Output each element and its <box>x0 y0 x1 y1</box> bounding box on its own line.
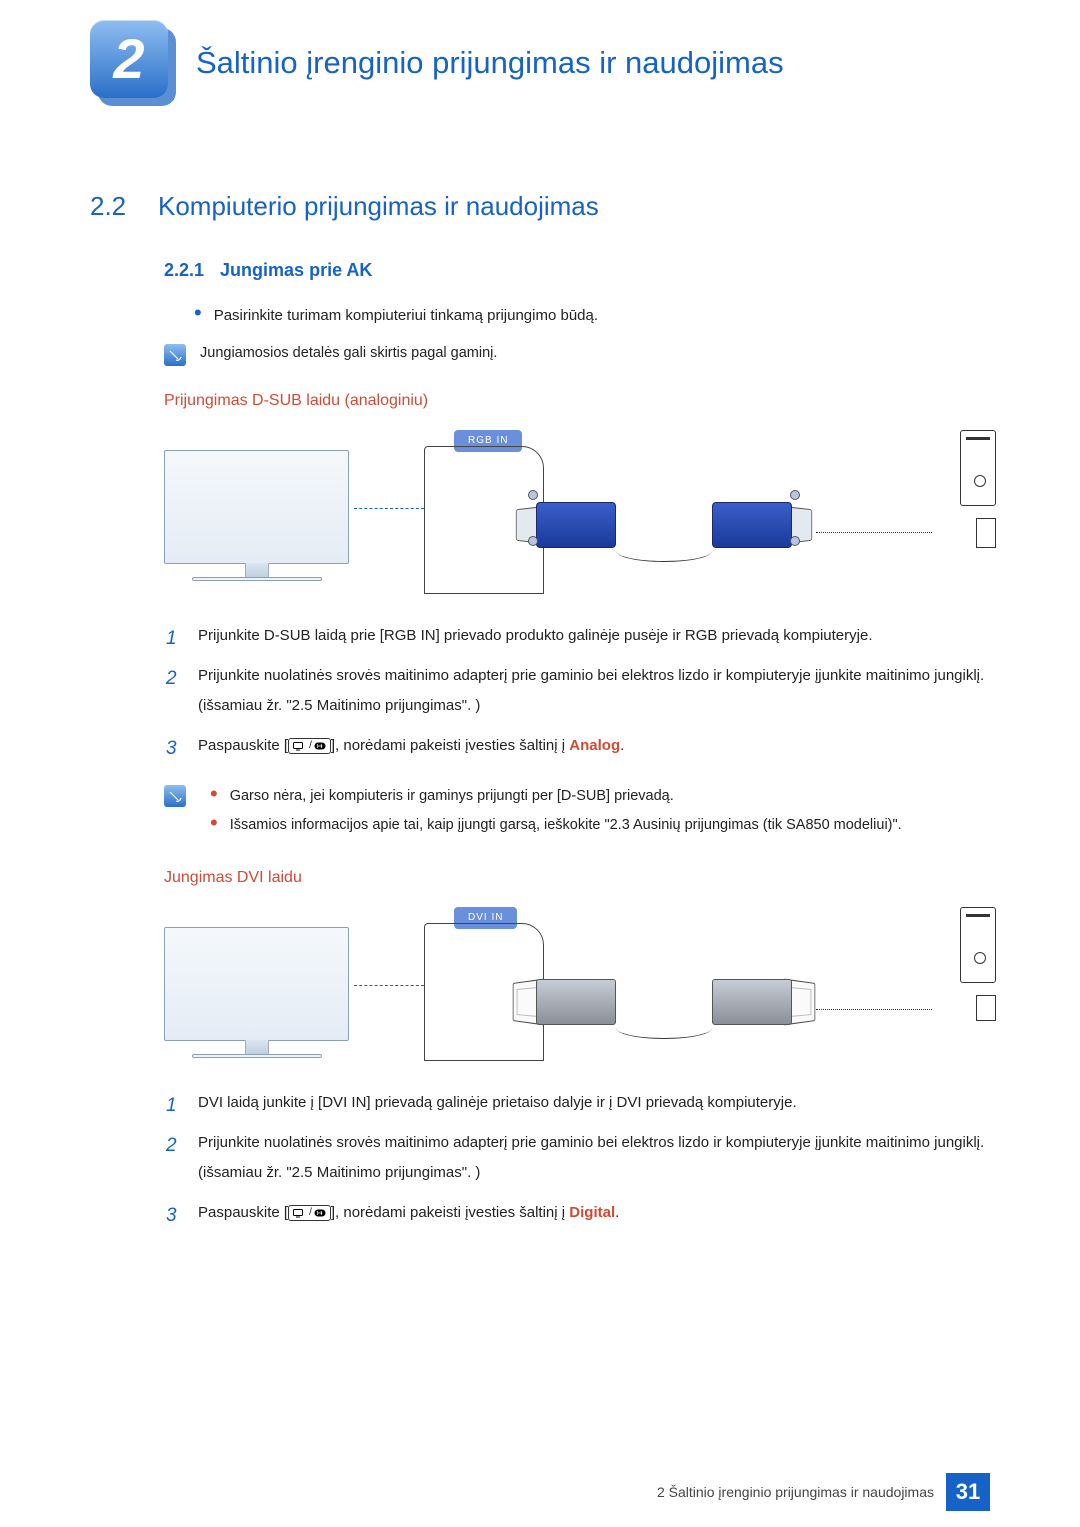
footer-page-number: 31 <box>946 1473 990 1511</box>
step-row: 3 Paspauskite [/], norėdami pakeisti įve… <box>166 734 990 764</box>
step-row: 2 Prijunkite nuolatinės srovės maitinimo… <box>166 1131 990 1191</box>
step-number: 1 <box>166 1091 182 1121</box>
section-heading: 2.2 Kompiuterio prijungimas ir naudojima… <box>90 186 990 228</box>
dashed-guide <box>354 985 424 986</box>
subsection-title: Jungimas prie AK <box>220 256 372 285</box>
step-text: Paspauskite [/], norėdami pakeisti įvest… <box>198 1201 990 1225</box>
note-icon <box>164 785 186 807</box>
vga-connector-right <box>694 484 814 564</box>
step-row: 1 Prijunkite D-SUB laidą prie [RGB IN] p… <box>166 624 990 654</box>
chapter-badge: 2 <box>90 20 176 106</box>
bullet-icon: • <box>210 814 218 837</box>
step-number: 3 <box>166 1201 182 1231</box>
dsub-heading: Prijungimas D-SUB laidu (analoginiu) <box>164 388 990 414</box>
pc-port-icon <box>972 995 996 1021</box>
step-number: 2 <box>166 664 182 724</box>
footer-text: 2 Šaltinio įrenginio prijungimas ir naud… <box>657 1481 946 1503</box>
dotted-guide <box>816 1009 932 1010</box>
section-number: 2.2 <box>90 186 136 228</box>
section-title: Kompiuterio prijungimas ir naudojimas <box>158 186 599 228</box>
chapter-header: 2 Šaltinio įrenginio prijungimas ir naud… <box>90 20 990 106</box>
page-footer: 2 Šaltinio įrenginio prijungimas ir naud… <box>657 1473 990 1511</box>
step-row: 2 Prijunkite nuolatinės srovės maitinimo… <box>166 664 990 724</box>
chapter-number: 2 <box>113 14 144 104</box>
step-text: DVI laidą junkite į [DVI IN] prievadą ga… <box>198 1091 990 1115</box>
dsub-diagram: RGB IN <box>164 432 990 608</box>
dsub-steps: 1 Prijunkite D-SUB laidą prie [RGB IN] p… <box>166 624 990 765</box>
step-number: 1 <box>166 624 182 654</box>
step-number: 2 <box>166 1131 182 1191</box>
dotted-guide <box>816 532 932 533</box>
note-detail-row: Jungiamosios detalės gali skirtis pagal … <box>164 342 990 366</box>
source-button-icon: / <box>288 738 331 754</box>
dashed-guide <box>354 508 424 509</box>
bullet-icon: • <box>194 304 202 328</box>
step-text: Prijunkite nuolatinės srovės maitinimo a… <box>198 664 990 688</box>
step-row: 1 DVI laidą junkite į [DVI IN] prievadą … <box>166 1091 990 1121</box>
note-detail-text: Jungiamosios detalės gali skirtis pagal … <box>200 342 990 365</box>
dvi-connector-right <box>694 961 814 1041</box>
dvi-heading: Jungimas DVI laidu <box>164 865 990 891</box>
step-subtext: (išsamiau žr. "2.5 Maitinimo prijungimas… <box>198 694 990 718</box>
step-text: Paspauskite [/], norėdami pakeisti įvest… <box>198 734 990 758</box>
note-bullet-text: Išsamios informacijos apie tai, kaip įju… <box>230 814 902 837</box>
mode-label: Digital <box>569 1204 615 1221</box>
subsection-heading: 2.2.1 Jungimas prie AK <box>164 256 990 285</box>
step-text: Prijunkite nuolatinės srovės maitinimo a… <box>198 1131 990 1155</box>
pc-tower-icon <box>960 907 996 983</box>
note-icon <box>164 344 186 366</box>
pc-tower-icon <box>960 430 996 506</box>
step-row: 3 Paspauskite [/], norėdami pakeisti įve… <box>166 1201 990 1231</box>
chapter-title: Šaltinio įrenginio prijungimas ir naudoj… <box>196 38 784 88</box>
source-button-icon: / <box>288 1205 331 1221</box>
intro-text: Pasirinkite turimam kompiuteriui tinkamą… <box>214 304 990 328</box>
pc-port-icon <box>972 518 996 548</box>
subsection-number: 2.2.1 <box>164 256 204 285</box>
dsub-note: • Garso nėra, jei kompiuteris ir gaminys… <box>164 783 990 843</box>
step-subtext: (išsamiau žr. "2.5 Maitinimo prijungimas… <box>198 1161 990 1185</box>
dvi-diagram: DVI IN <box>164 909 990 1075</box>
monitor-icon <box>164 927 349 1058</box>
step-text: Prijunkite D-SUB laidą prie [RGB IN] pri… <box>198 624 990 648</box>
mode-label: Analog <box>569 737 620 754</box>
intro-bullet: • Pasirinkite turimam kompiuteriui tinka… <box>194 304 990 328</box>
step-number: 3 <box>166 734 182 764</box>
monitor-icon <box>164 450 349 581</box>
dvi-steps: 1 DVI laidą junkite į [DVI IN] prievadą … <box>166 1091 990 1232</box>
note-bullet-text: Garso nėra, jei kompiuteris ir gaminys p… <box>230 785 674 808</box>
bullet-icon: • <box>210 785 218 808</box>
